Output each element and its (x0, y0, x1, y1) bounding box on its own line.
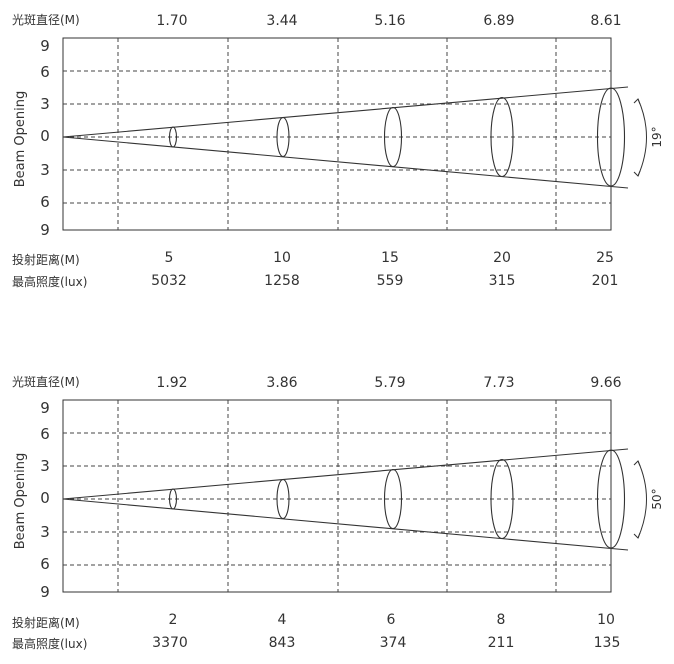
y-tick-label: 0 (40, 489, 50, 507)
lux-value: 3370 (152, 635, 188, 651)
plot-frame (62, 37, 612, 231)
y-tick-label: 6 (40, 63, 50, 81)
beam-spot-ellipse (490, 458, 514, 540)
lux-value: 5032 (151, 273, 187, 289)
spot-diameter-value: 3.86 (266, 375, 297, 391)
spot-diameter-value: 8.61 (590, 13, 621, 29)
beam-spot-ellipse (596, 87, 626, 187)
grid-lines (63, 400, 611, 592)
lux-label: 最高照度(lux) (12, 274, 87, 289)
grid-lines (63, 38, 611, 230)
lux-value: 211 (488, 635, 515, 651)
spot-diameter-value: 5.16 (374, 13, 405, 29)
spot-diameter-label: 光斑直径(M) (12, 375, 80, 389)
distance-value: 25 (596, 250, 614, 266)
lux-value: 559 (377, 273, 404, 289)
arrowhead-icon (633, 170, 641, 177)
beam-panel-2: 光斑直径(M) 1.92 3.86 5.79 7.73 9.66 9 6 3 0… (12, 375, 664, 651)
y-tick-label: 3 (40, 523, 50, 541)
spot-diameter-value: 1.70 (156, 13, 187, 29)
spot-diameter-value: 3.44 (266, 13, 297, 29)
distance-value: 20 (493, 250, 511, 266)
y-axis-title: Beam Opening (13, 453, 28, 550)
y-tick-label: 6 (40, 193, 50, 211)
beam-edge-lower (62, 498, 629, 551)
spot-diameter-value: 5.79 (374, 375, 405, 391)
y-tick-label: 0 (40, 127, 50, 145)
arrowhead-icon (633, 460, 641, 467)
lux-value: 315 (489, 273, 516, 289)
y-tick-label: 6 (40, 425, 50, 443)
beam-spot-ellipse (276, 478, 290, 520)
spot-diameter-value: 6.89 (483, 13, 514, 29)
distance-value: 10 (597, 612, 615, 628)
beam-edge-upper (62, 448, 629, 500)
y-tick-label: 3 (40, 457, 50, 475)
beam-angle-label: 50° (650, 488, 664, 509)
distance-value: 5 (165, 250, 174, 266)
beam-spot-ellipse (383, 468, 403, 530)
distance-value: 10 (273, 250, 291, 266)
lux-value: 135 (594, 635, 621, 651)
lux-value: 843 (269, 635, 296, 651)
beam-angle-arc (637, 98, 647, 177)
y-tick-label: 9 (40, 221, 50, 239)
beam-spot-ellipse (168, 126, 178, 148)
beam-spot-ellipse (276, 116, 290, 158)
distance-value: 4 (278, 612, 287, 628)
distance-value: 8 (497, 612, 506, 628)
distance-value: 2 (169, 612, 178, 628)
spot-diameter-value: 1.92 (156, 375, 187, 391)
distance-value: 15 (381, 250, 399, 266)
lux-label: 最高照度(lux) (12, 636, 87, 651)
lux-value: 201 (592, 273, 619, 289)
beam-spot-ellipse (383, 106, 403, 168)
plot-frame (62, 399, 612, 593)
y-tick-label: 3 (40, 161, 50, 179)
distance-value: 6 (387, 612, 396, 628)
y-tick-label: 6 (40, 555, 50, 573)
y-axis-title: Beam Opening (13, 91, 28, 188)
distance-label: 投射距离(M) (12, 615, 80, 630)
spot-diameter-label: 光斑直径(M) (12, 13, 80, 27)
beam-angle-label: 19° (650, 126, 664, 147)
beam-edge-lower (62, 136, 629, 189)
spot-diameter-value: 9.66 (590, 375, 621, 391)
arrowhead-icon (633, 532, 641, 539)
y-tick-label: 9 (40, 583, 50, 601)
beam-angle-arc (637, 460, 647, 539)
beam-spot-ellipse (490, 96, 514, 178)
y-tick-label: 9 (40, 37, 50, 55)
spot-diameter-value: 7.73 (483, 375, 514, 391)
beam-spot-ellipse (596, 449, 626, 549)
lux-value: 1258 (264, 273, 300, 289)
y-tick-label: 3 (40, 95, 50, 113)
lux-value: 374 (380, 635, 407, 651)
y-tick-label: 9 (40, 399, 50, 417)
beam-panel-1: 光斑直径(M) 1.70 3.44 5.16 6.89 8.61 9 6 3 0… (12, 13, 664, 289)
beam-spot-ellipse (168, 488, 178, 510)
beam-edge-upper (62, 86, 629, 138)
arrowhead-icon (633, 98, 641, 105)
distance-label: 投射距离(M) (12, 252, 80, 267)
